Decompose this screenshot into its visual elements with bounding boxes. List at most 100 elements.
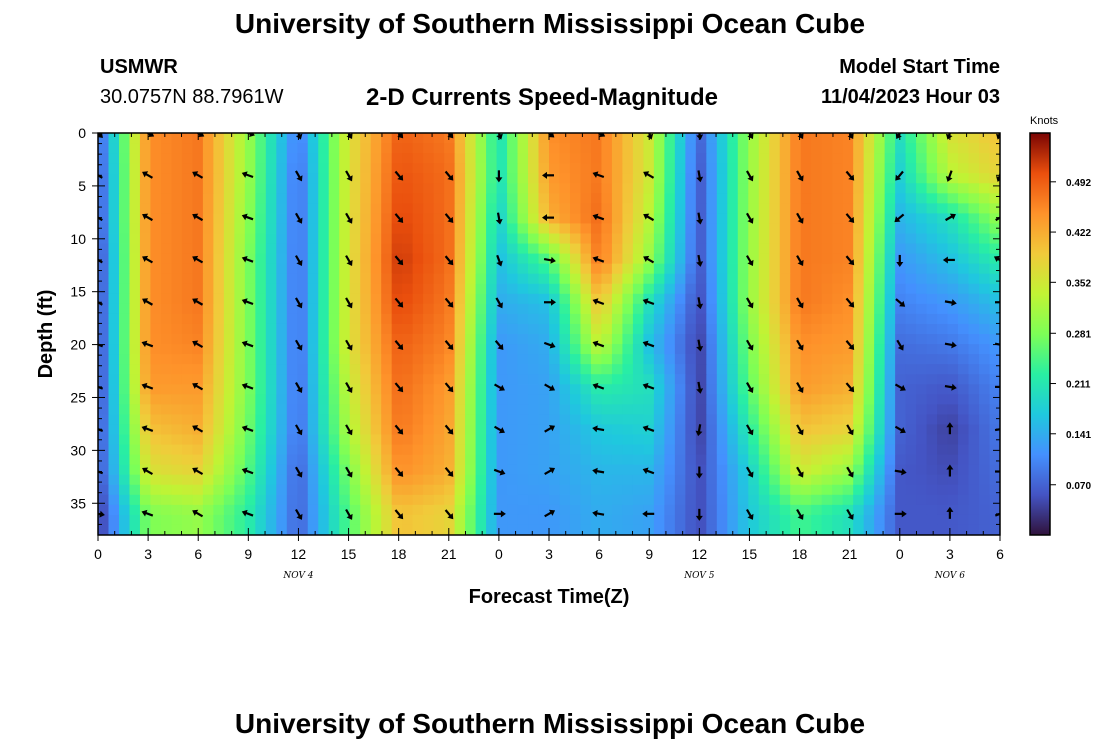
heat-cell xyxy=(339,293,351,305)
heat-cell xyxy=(98,183,110,194)
heat-cell xyxy=(559,213,571,225)
heat-cell xyxy=(737,323,749,335)
heat-cell xyxy=(905,153,917,164)
heat-cell xyxy=(160,524,173,535)
heat-cell xyxy=(863,424,875,436)
heat-cell xyxy=(108,193,120,204)
heat-cell xyxy=(423,414,435,426)
heat-cell xyxy=(979,344,991,355)
heat-cell xyxy=(244,183,256,194)
heat-cell xyxy=(465,323,477,335)
heat-cell xyxy=(832,524,844,535)
heat-cell xyxy=(559,424,571,436)
heat-cell xyxy=(496,143,508,154)
heat-cell xyxy=(339,193,351,204)
heat-cell xyxy=(695,193,707,204)
heat-cell xyxy=(979,354,991,365)
heat-cell xyxy=(832,434,844,446)
heat-cell xyxy=(391,183,403,194)
current-arrow xyxy=(192,340,204,349)
heat-cell xyxy=(611,183,624,194)
heat-cell xyxy=(905,334,917,345)
heat-cell xyxy=(496,313,508,325)
heat-cell xyxy=(989,424,1000,436)
heat-cell xyxy=(706,414,718,426)
heat-cell xyxy=(653,153,665,164)
heat-cell xyxy=(454,434,466,446)
heat-cell xyxy=(98,293,110,305)
heat-cell xyxy=(664,173,676,184)
heat-cell xyxy=(580,213,592,225)
heat-cell xyxy=(402,414,414,426)
current-arrow xyxy=(994,342,1000,346)
heat-cell xyxy=(601,243,613,255)
heat-cell xyxy=(360,223,372,235)
current-arrow xyxy=(745,339,754,351)
heat-cell xyxy=(328,494,340,506)
heat-cell xyxy=(433,404,445,415)
heat-cell xyxy=(381,203,393,214)
heat-cell xyxy=(863,374,875,385)
heat-cell xyxy=(853,514,865,526)
heat-cell xyxy=(758,394,770,405)
heat-cell xyxy=(318,514,330,526)
heat-cell xyxy=(496,514,508,526)
heat-cell xyxy=(402,374,414,385)
heat-cell xyxy=(727,514,739,526)
heat-cell xyxy=(832,173,844,184)
current-arrow xyxy=(345,212,353,224)
heat-cell xyxy=(832,494,844,506)
heat-cell xyxy=(307,474,319,486)
heat-cell xyxy=(842,133,854,144)
current-arrow xyxy=(394,466,404,477)
heat-cell xyxy=(297,133,309,144)
heat-cell xyxy=(454,404,466,415)
current-arrow xyxy=(796,508,804,520)
heat-cell xyxy=(528,243,540,255)
heat-cell xyxy=(947,524,959,535)
heat-cell xyxy=(695,263,707,275)
heat-cell xyxy=(968,474,980,486)
heat-cell xyxy=(926,203,938,214)
heat-cell xyxy=(181,223,193,235)
current-arrow xyxy=(796,255,804,267)
heat-cell xyxy=(800,514,812,526)
heat-cell xyxy=(549,454,561,466)
heat-cell xyxy=(779,414,791,426)
heat-cell xyxy=(507,524,519,535)
heat-cell xyxy=(129,414,141,426)
heat-cell xyxy=(412,233,424,245)
heat-cell xyxy=(716,303,728,315)
heat-cell xyxy=(129,364,141,375)
heat-cell xyxy=(790,394,802,405)
heat-cell xyxy=(528,434,540,446)
heat-cell xyxy=(139,334,152,345)
heat-cell xyxy=(821,163,833,174)
heat-cell xyxy=(213,203,225,214)
heat-cell xyxy=(370,193,382,204)
heat-cell xyxy=(968,293,980,305)
heat-cell xyxy=(423,524,435,535)
heat-cell xyxy=(234,394,246,405)
heat-cell xyxy=(433,444,445,456)
heat-cell xyxy=(674,143,686,154)
heat-cell xyxy=(737,424,749,436)
heat-cell xyxy=(748,434,760,446)
heat-cell xyxy=(507,143,519,154)
heat-cell xyxy=(255,394,267,405)
heat-cell xyxy=(433,424,445,436)
current-arrow xyxy=(241,171,254,179)
heat-cell xyxy=(108,143,120,154)
heat-cell xyxy=(863,454,875,466)
heat-cell xyxy=(517,303,529,315)
heat-cell xyxy=(171,474,183,486)
current-arrow xyxy=(241,382,254,390)
heat-cell xyxy=(276,464,288,476)
heat-cell xyxy=(611,273,624,285)
heat-cell xyxy=(538,404,550,415)
heat-cell xyxy=(569,253,582,265)
heat-cell xyxy=(905,374,917,385)
heat-cell xyxy=(402,364,414,375)
heat-cell xyxy=(150,434,162,446)
